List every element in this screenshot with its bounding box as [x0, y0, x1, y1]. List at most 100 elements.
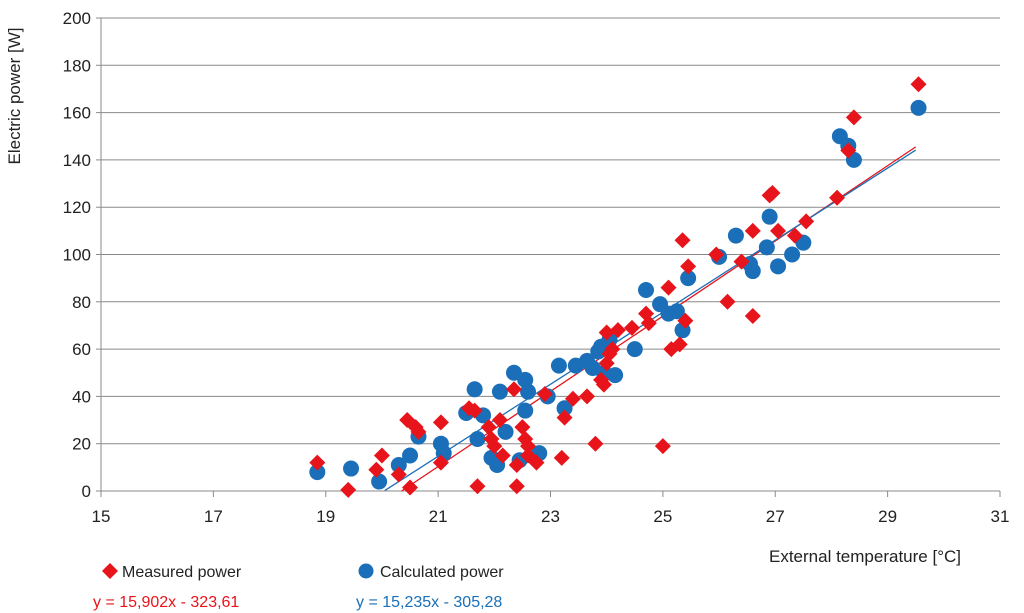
legend-item-measured: Measured power y = 15,902x - 323,61: [93, 563, 242, 611]
legend-marker-measured-diamond: [102, 563, 118, 579]
point-calculated-23: [550, 357, 567, 374]
point-measured-8: [410, 423, 427, 440]
legend: Measured power y = 15,902x - 323,61 Calc…: [93, 563, 504, 611]
point-calculated-47: [784, 246, 801, 263]
legend-label-calculated: Calculated power: [380, 564, 504, 581]
point-measured-18: [494, 447, 511, 464]
grid: [101, 17, 1000, 492]
x-axis-title: External temperature [°C]: [769, 547, 961, 566]
point-measured-59: [798, 213, 815, 230]
point-measured-53: [744, 222, 761, 239]
point-measured-26: [528, 454, 545, 471]
point-measured-39: [609, 322, 626, 339]
point-calculated-19: [517, 402, 534, 419]
y-axis-title: Electric power [W]: [5, 28, 24, 165]
point-calculated-44: [758, 239, 775, 256]
y-tick-label-100: 100: [63, 246, 91, 265]
x-tick-label-25: 25: [653, 507, 672, 526]
y-tick-label-140: 140: [63, 151, 91, 170]
point-measured-28: [553, 449, 570, 466]
point-measured-60: [829, 189, 846, 206]
point-measured-38: [604, 341, 621, 358]
x-tick-label-21: 21: [429, 507, 448, 526]
legend-item-calculated: Calculated power y = 15,235x - 305,28: [356, 563, 504, 611]
point-measured-6: [402, 479, 419, 496]
point-calculated-24: [556, 400, 573, 417]
point-measured-19: [505, 381, 522, 398]
point-measured-43: [654, 438, 671, 455]
point-measured-57: [770, 222, 787, 239]
point-measured-54: [744, 307, 761, 324]
y-tick-label-60: 60: [72, 340, 91, 359]
point-measured-63: [910, 76, 927, 93]
point-measured-13: [469, 478, 486, 495]
point-measured-32: [587, 435, 604, 452]
point-measured-56: [764, 185, 781, 202]
point-calculated-20: [520, 383, 537, 400]
point-measured-62: [845, 109, 862, 126]
point-calculated-4: [402, 447, 419, 464]
point-calculated-2: [371, 473, 388, 490]
point-measured-49: [680, 258, 697, 275]
point-measured-58: [786, 227, 803, 244]
point-measured-14: [480, 419, 497, 436]
point-measured-10: [432, 454, 449, 471]
y-tick-label-40: 40: [72, 387, 91, 406]
y-tick-label-200: 200: [63, 9, 91, 28]
point-calculated-15: [497, 423, 514, 440]
point-calculated-45: [761, 208, 778, 225]
point-measured-34: [595, 376, 612, 393]
point-calculated-37: [668, 303, 685, 320]
point-measured-40: [623, 319, 640, 336]
point-measured-3: [373, 447, 390, 464]
point-measured-4: [390, 466, 407, 483]
y-tick-label-80: 80: [72, 293, 91, 312]
point-measured-0: [309, 454, 326, 471]
point-measured-24: [520, 438, 537, 455]
x-tick-label-31: 31: [991, 507, 1010, 526]
point-measured-20: [508, 456, 525, 473]
point-measured-44: [660, 279, 677, 296]
axes: 0 20 40 60 80 100 120 140 160 180 200 15 17 19 21 23 25 2…: [63, 9, 1010, 526]
point-measured-31: [579, 388, 596, 405]
point-measured-51: [719, 293, 736, 310]
trendline-equation-calculated: y = 15,235x - 305,28: [356, 594, 502, 611]
x-tick-label-15: 15: [92, 507, 111, 526]
point-measured-21: [508, 478, 525, 495]
point-calculated-9: [466, 381, 483, 398]
y-tick-label-180: 180: [63, 56, 91, 75]
point-measured-17: [491, 412, 508, 429]
point-measured-47: [674, 232, 691, 249]
point-calculated-46: [770, 258, 787, 275]
x-tick-label-17: 17: [204, 507, 223, 526]
point-measured-52: [733, 253, 750, 270]
point-measured-30: [564, 390, 581, 407]
point-calculated-43: [744, 263, 761, 280]
x-tick-label-19: 19: [316, 507, 335, 526]
point-measured-61: [840, 142, 857, 159]
point-measured-16: [486, 438, 503, 455]
point-calculated-34: [638, 281, 655, 298]
point-calculated-32: [607, 367, 624, 384]
point-measured-9: [432, 414, 449, 431]
point-measured-22: [514, 419, 531, 436]
point-calculated-10: [469, 430, 486, 447]
legend-label-measured: Measured power: [122, 564, 242, 581]
y-tick-label-120: 120: [63, 198, 91, 217]
point-calculated-41: [727, 227, 744, 244]
trendline-equation-measured: y = 15,902x - 323,61: [93, 594, 239, 611]
point-measured-27: [536, 386, 553, 403]
point-measured-42: [640, 315, 657, 332]
data-points: [309, 76, 927, 498]
point-measured-50: [708, 246, 725, 263]
point-calculated-14: [491, 383, 508, 400]
point-calculated-52: [910, 99, 927, 116]
y-tick-label-20: 20: [72, 435, 91, 454]
point-calculated-1: [343, 460, 360, 477]
point-calculated-39: [680, 270, 697, 287]
x-tick-label-27: 27: [766, 507, 785, 526]
point-calculated-33: [626, 341, 643, 358]
point-measured-36: [598, 324, 615, 341]
legend-marker-calculated-circle: [358, 563, 374, 579]
